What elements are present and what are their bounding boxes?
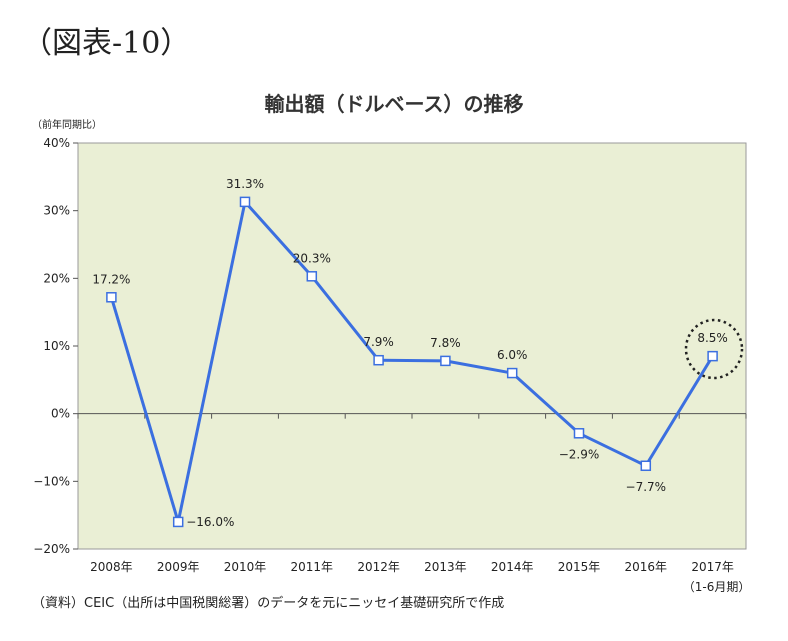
- x-tick-label: 2008年: [90, 560, 133, 574]
- data-point-marker: [373, 354, 384, 366]
- x-tick-label: 2012年: [357, 560, 400, 574]
- data-point-marker: [306, 271, 318, 282]
- data-point-marker: [172, 516, 184, 528]
- data-label: −7.7%: [626, 480, 667, 494]
- y-tick-label: 10%: [43, 339, 70, 353]
- data-label: −16.0%: [186, 515, 234, 529]
- series-line: [109, 200, 714, 524]
- data-label: −2.9%: [559, 447, 600, 461]
- data-point-marker: [640, 460, 652, 472]
- x-tick-sublabel: （1-6月期）: [683, 580, 751, 594]
- data-label: 17.2%: [92, 272, 130, 286]
- data-point-marker: [707, 350, 718, 362]
- data-label: 7.9%: [363, 335, 394, 349]
- data-label: 8.5%: [697, 331, 728, 345]
- x-tick-label: 2010年: [224, 560, 267, 574]
- x-tick-label: 2009年: [157, 560, 200, 574]
- x-tick-label: 2011年: [291, 560, 334, 574]
- data-point-marker: [506, 367, 518, 379]
- chart-title: 輸出額（ドルベース）の推移: [264, 92, 524, 116]
- data-point-marker: [239, 196, 251, 208]
- y-tick-label: 20%: [43, 271, 70, 285]
- y-tick-label: −20%: [33, 542, 70, 556]
- y-tick-label: 30%: [43, 204, 70, 218]
- data-label: 20.3%: [293, 251, 331, 265]
- y-tick-label: −10%: [33, 474, 70, 488]
- x-tick-label: 2014年: [491, 560, 534, 574]
- data-point-marker: [440, 355, 451, 367]
- y-tick-label: 40%: [43, 136, 70, 150]
- data-label: 6.0%: [497, 348, 528, 362]
- data-point-marker: [106, 292, 117, 303]
- x-tick-label: 2013年: [424, 560, 467, 574]
- y-tick-label: 0%: [51, 407, 70, 421]
- x-tick-label: 2016年: [625, 560, 668, 574]
- x-tick-label: 2015年: [558, 560, 601, 574]
- highlight-circle: [684, 318, 744, 380]
- data-point-marker: [573, 428, 585, 439]
- data-label: 31.3%: [226, 177, 264, 191]
- source-note: （資料）CEIC（出所は中国税関総署）のデータを元にニッセイ基礎研究所で作成: [32, 596, 505, 611]
- y-axis-unit-label: （前年同期比）: [32, 118, 102, 131]
- x-tick-label: 2017年: [691, 560, 734, 574]
- figure-label: （図表-10）: [22, 26, 191, 61]
- plot-area: [77, 142, 747, 550]
- data-label: 7.8%: [430, 336, 461, 350]
